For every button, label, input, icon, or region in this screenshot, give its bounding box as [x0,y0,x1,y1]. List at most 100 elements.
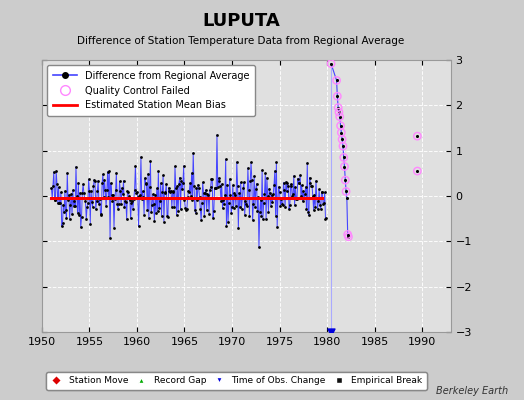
Point [87,188,95,194]
Point [284,183,292,189]
Point [234,225,243,231]
Point [261,170,269,176]
Point [126,196,134,203]
Point [246,178,255,185]
Point [81,198,90,204]
Point [188,197,196,203]
Point [123,216,131,222]
Point [183,206,191,212]
Point [162,180,170,187]
Point [288,193,297,200]
Point [155,205,163,212]
Point [191,206,199,213]
Point [96,210,105,217]
Point [227,210,235,216]
Point [163,212,171,219]
Point [167,187,175,194]
Point [121,198,129,204]
Point [305,174,314,181]
Point [156,198,164,204]
Point [54,184,63,190]
Point [107,192,116,198]
Point [335,109,343,115]
Point [226,192,235,198]
Point [245,213,254,219]
Point [343,195,351,202]
Point [313,195,321,202]
Point [260,191,269,197]
Point [217,181,226,187]
Point [282,178,290,185]
Point [220,200,228,207]
Point [327,60,335,67]
Point [80,190,88,196]
Point [85,187,94,194]
Point [50,169,58,175]
Point [113,201,122,208]
Point [283,180,292,186]
Point [339,143,347,149]
Point [189,150,198,156]
Point [165,184,173,191]
Point [180,197,189,203]
Point [277,196,286,202]
Point [255,244,263,251]
Point [163,214,172,220]
Point [173,182,181,189]
Point [110,224,118,231]
Point [125,193,133,199]
Point [176,174,184,181]
Point [274,195,282,202]
Point [216,182,224,189]
Point [66,216,74,222]
Point [241,198,249,204]
Point [92,198,101,204]
Point [262,216,270,222]
Point [61,188,69,194]
Point [108,198,117,204]
Point [139,193,147,200]
Point [169,188,178,194]
Point [174,208,182,215]
Point [104,193,113,200]
Point [64,196,72,203]
Point [339,143,347,149]
Point [138,188,147,194]
Point [290,202,299,208]
Point [287,183,296,190]
Point [334,104,342,111]
Point [122,199,130,206]
Point [308,183,316,189]
Point [225,200,233,207]
Point [298,198,307,204]
Point [270,168,279,174]
Point [60,209,68,215]
Point [286,202,294,208]
Point [115,201,123,207]
Point [181,205,190,211]
Point [199,190,208,196]
Point [51,196,60,203]
Point [73,193,81,200]
Point [88,199,96,205]
Point [321,216,330,222]
Point [109,191,117,198]
Point [103,168,112,175]
Point [327,60,335,67]
Point [413,168,422,174]
Point [222,156,230,162]
Point [313,206,322,212]
Point [168,189,177,196]
Point [69,187,77,193]
Point [199,179,207,186]
Point [257,212,266,219]
Point [297,192,305,199]
Point [267,192,276,198]
Point [107,180,115,186]
Point [228,204,236,210]
Point [180,163,188,169]
Point [188,170,196,176]
Point [64,192,73,198]
Point [59,202,68,208]
Point [90,176,99,183]
